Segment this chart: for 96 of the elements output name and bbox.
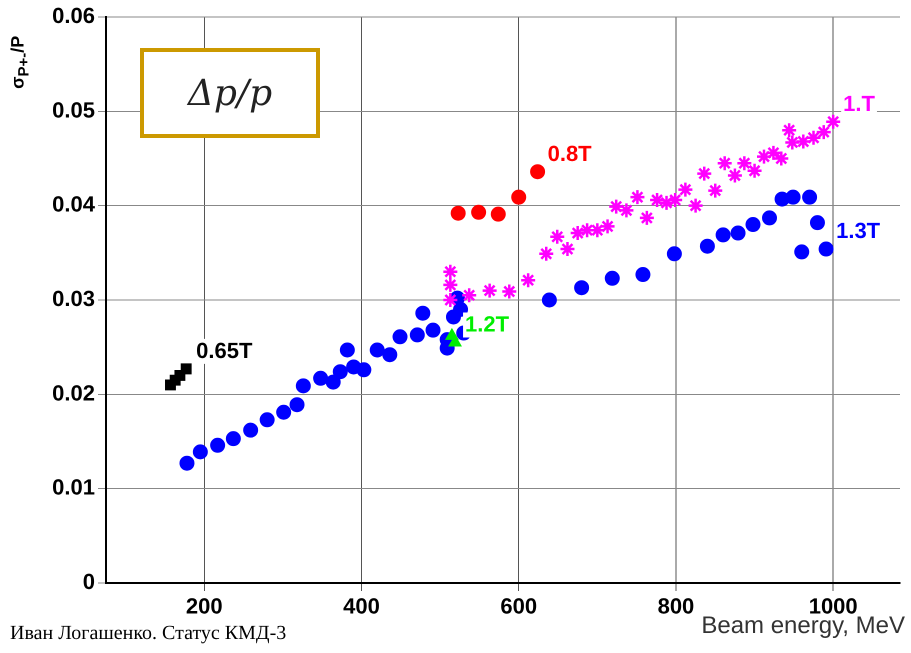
point	[746, 162, 763, 180]
point	[442, 292, 459, 308]
point	[762, 210, 777, 226]
point	[442, 263, 459, 280]
point	[276, 404, 292, 420]
point	[313, 370, 328, 386]
series-label: 1.T	[843, 90, 876, 116]
point	[666, 246, 682, 262]
x-tick-label: 400	[343, 593, 380, 618]
point	[260, 412, 275, 428]
y-tick-label: 0.06	[52, 3, 95, 28]
point	[392, 329, 408, 344]
point	[226, 431, 241, 446]
point	[726, 167, 744, 184]
series-label: 0.8T	[548, 140, 592, 166]
y-tick-label: 0	[82, 569, 95, 594]
x-tick-label: 1000	[808, 593, 858, 618]
series-label: 0.65T	[196, 338, 254, 363]
point	[548, 228, 566, 246]
point	[765, 144, 782, 162]
y-tick-label: 0.01	[52, 474, 95, 500]
point	[815, 124, 832, 140]
point	[340, 342, 355, 358]
point	[210, 438, 226, 453]
point	[296, 378, 311, 394]
series-label: 1.3T	[836, 218, 881, 244]
point	[730, 226, 746, 241]
point	[700, 238, 715, 254]
point	[326, 374, 341, 390]
y-tick-label: 0.03	[52, 286, 95, 312]
point	[707, 182, 724, 199]
point	[511, 190, 526, 205]
y-tick-label: 0.05	[52, 97, 95, 122]
annotation: Δp/p	[140, 48, 320, 138]
series-label: 1.2T	[465, 312, 510, 337]
point	[795, 133, 812, 150]
point	[574, 280, 590, 296]
point	[794, 244, 810, 260]
point	[370, 342, 385, 358]
point	[243, 422, 258, 438]
point	[192, 444, 208, 460]
point	[356, 362, 372, 378]
point	[635, 267, 650, 282]
x-tick-label: 800	[658, 593, 694, 618]
point	[180, 363, 192, 374]
point	[481, 282, 498, 299]
point	[501, 283, 518, 300]
point	[290, 397, 305, 412]
point	[410, 327, 425, 342]
point	[604, 270, 620, 286]
point	[599, 218, 616, 235]
point	[629, 188, 646, 206]
point	[638, 210, 656, 226]
point	[530, 164, 546, 180]
point	[736, 154, 753, 172]
point	[559, 240, 576, 258]
point	[745, 217, 760, 232]
point	[453, 302, 468, 317]
x-tick-label: 600	[500, 593, 538, 618]
point	[666, 192, 684, 208]
point	[677, 181, 694, 198]
point	[450, 206, 466, 221]
point	[786, 190, 801, 205]
point	[716, 154, 733, 172]
point	[687, 197, 704, 214]
point	[442, 276, 459, 294]
point	[471, 204, 486, 220]
point	[810, 215, 825, 230]
point	[542, 292, 557, 308]
point	[426, 322, 441, 338]
point	[382, 347, 398, 362]
point	[696, 165, 712, 182]
point	[648, 192, 666, 208]
point	[460, 287, 478, 304]
point	[332, 364, 348, 380]
point	[658, 194, 675, 212]
y-tick-label: 0.02	[52, 380, 95, 406]
point	[756, 148, 772, 165]
point	[780, 122, 798, 138]
point	[520, 272, 536, 288]
point	[538, 246, 554, 262]
point	[802, 190, 818, 205]
point	[818, 242, 834, 257]
point	[618, 202, 635, 219]
point	[784, 134, 801, 151]
x-tick-label: 200	[186, 593, 223, 618]
point	[773, 150, 790, 167]
point	[824, 113, 842, 130]
point	[608, 198, 624, 215]
text: Иван Логашенко. Статус КМД-3	[10, 622, 286, 645]
y-tick-label: 0.04	[52, 192, 96, 217]
point	[716, 227, 731, 242]
point	[415, 306, 430, 321]
point	[179, 456, 194, 471]
point	[490, 206, 506, 222]
point	[569, 224, 586, 242]
